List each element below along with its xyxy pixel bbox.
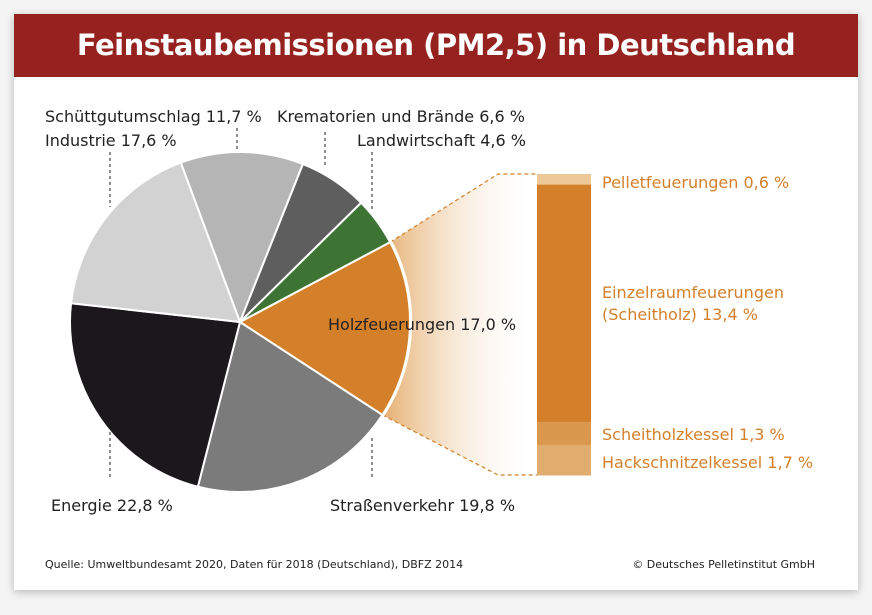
label-energie: Energie 22,8 % [51, 496, 173, 515]
label-einzelraum-line2: (Scheitholz) 13,4 % [602, 305, 758, 324]
label-krematorien: Krematorien und Brände 6,6 % [277, 107, 525, 126]
infographic-card: Feinstaubemissionen (PM2,5) in Deutschla… [14, 14, 858, 590]
breakdown-connector [382, 174, 537, 475]
label-schuettgut: Schüttgutumschlag 11,7 % [45, 107, 262, 126]
label-scheitholzkessel: Scheitholzkessel 1,3 % [602, 425, 785, 444]
label-industrie: Industrie 17,6 % [45, 131, 177, 150]
bar-segment-einzelraumfeuerungen [537, 184, 591, 423]
bar-segment-hackschnitzelkessel [537, 444, 591, 476]
label-einzelraum-line1: Einzelraumfeuerungen [602, 283, 784, 302]
leader-lines [109, 128, 373, 480]
source-note: Quelle: Umweltbundesamt 2020, Daten für … [45, 558, 463, 571]
copyright-note: © Deutsches Pelletinstitut GmbH [632, 558, 815, 571]
pie-outline [67, 149, 413, 495]
chart-svg: Schüttgutumschlag 11,7 % Industrie 17,6 … [45, 107, 815, 571]
bar-segment-scheitholzkessel [537, 421, 591, 446]
label-pellet: Pelletfeuerungen 0,6 % [602, 173, 789, 192]
label-holzfeuerungen: Holzfeuerungen 17,0 % [328, 315, 516, 334]
label-landwirtschaft: Landwirtschaft 4,6 % [357, 131, 526, 150]
bar-segment-pelletfeuerungen [537, 174, 591, 186]
connector-dashed-lines [382, 173, 537, 476]
label-hackschnitzel: Hackschnitzelkessel 1,7 % [602, 453, 813, 472]
chart-title: Feinstaubemissionen (PM2,5) in Deutschla… [14, 14, 858, 77]
label-strassenverkehr: Straßenverkehr 19,8 % [330, 496, 515, 515]
